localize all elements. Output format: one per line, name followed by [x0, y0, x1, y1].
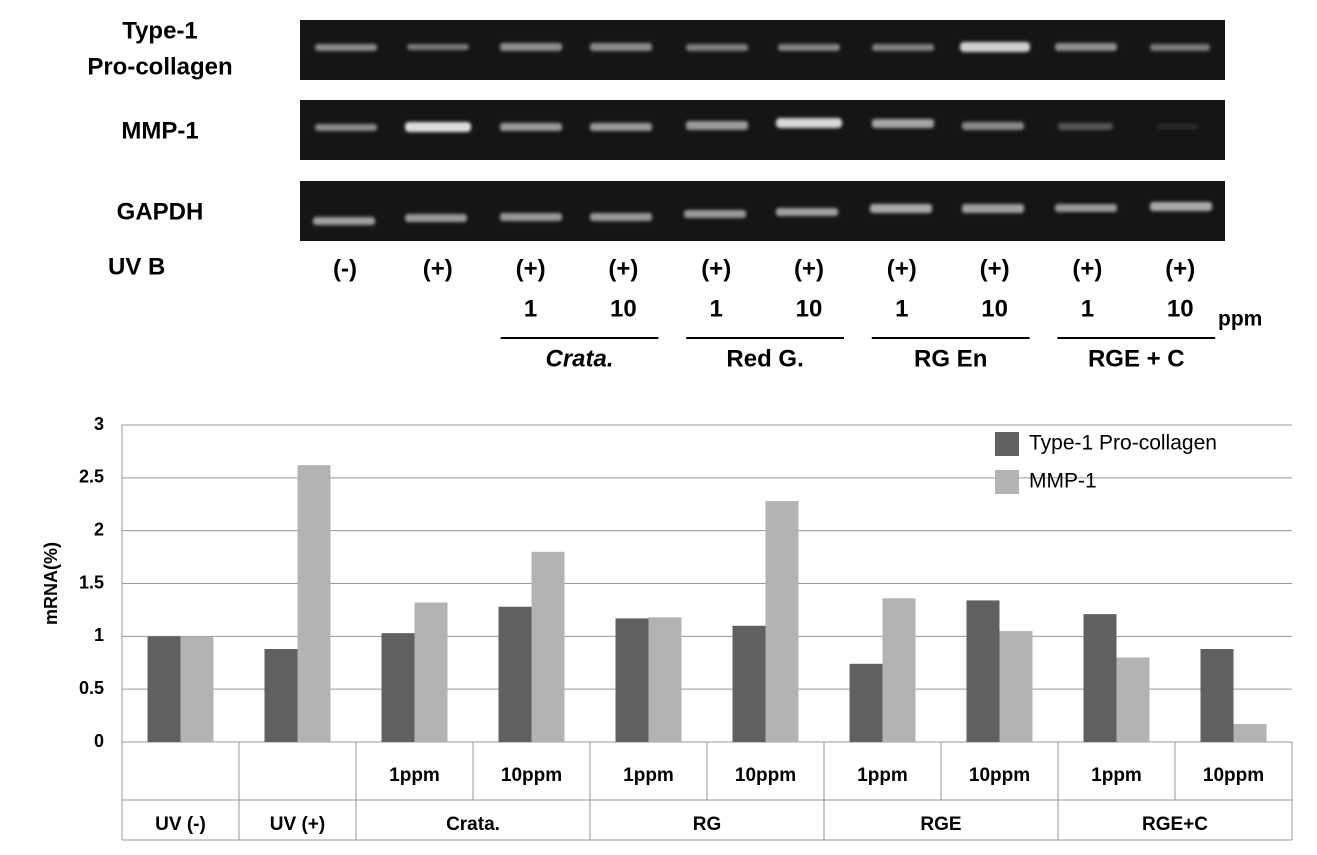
uv-label: (+)	[608, 255, 638, 282]
dose-label: 10	[796, 295, 823, 322]
y-tick-label: 1	[94, 625, 104, 645]
group-label: RGE+C	[1142, 814, 1208, 835]
bar	[1116, 657, 1150, 742]
x-tick-label: 10ppm	[969, 765, 1030, 786]
uv-label: UV B	[108, 253, 165, 280]
uv-label: (+)	[1165, 255, 1195, 282]
y-tick-label: 0.5	[79, 678, 104, 698]
y-tick-label: 0	[94, 731, 104, 751]
legend-label: Type-1 Pro-collagen	[1029, 432, 1217, 455]
bar	[180, 636, 214, 742]
uv-label: (+)	[701, 255, 731, 282]
uv-label: (-)	[333, 255, 357, 282]
group-label: UV (+)	[270, 814, 325, 835]
dose-label: 1	[1081, 295, 1094, 322]
bar	[966, 600, 1000, 742]
dose-unit: ppm	[1218, 308, 1262, 331]
bar	[1233, 724, 1267, 742]
group-label: UV (-)	[155, 814, 206, 835]
uv-label: (+)	[980, 255, 1010, 282]
group-label: Red G.	[726, 345, 803, 372]
gel-bands	[313, 42, 1212, 225]
bar	[882, 598, 916, 742]
gel-images	[300, 20, 1225, 241]
row-label: Pro-collagen	[87, 53, 232, 80]
row-label: GAPDH	[117, 198, 204, 225]
x-tick-label: 1ppm	[623, 765, 674, 786]
bar	[498, 606, 532, 742]
bar	[999, 631, 1033, 742]
x-tick-label: 1ppm	[857, 765, 908, 786]
uv-label: (+)	[794, 255, 824, 282]
group-label: RG En	[914, 345, 987, 372]
bar	[732, 625, 766, 742]
group-label: Crata.	[545, 345, 613, 372]
bar	[531, 551, 565, 742]
bar	[615, 618, 649, 742]
uv-label: (+)	[423, 255, 453, 282]
bar	[381, 633, 415, 742]
group-label: Crata.	[446, 814, 500, 835]
bar	[1200, 649, 1234, 742]
bar	[765, 501, 799, 742]
x-tick-label: 10ppm	[735, 765, 796, 786]
x-tick-label: 1ppm	[389, 765, 440, 786]
row-label: Type-1	[122, 17, 198, 44]
dose-label: 1	[524, 295, 537, 322]
y-axis-label: mRNA(%)	[41, 542, 61, 625]
uv-label: (+)	[1072, 255, 1102, 282]
uv-label: (+)	[887, 255, 917, 282]
uv-label: (+)	[516, 255, 546, 282]
dose-label: 10	[610, 295, 637, 322]
dose-label: 10	[981, 295, 1008, 322]
group-label: RGE	[920, 814, 961, 835]
bar	[147, 636, 181, 742]
legend-label: MMP-1	[1029, 470, 1097, 493]
x-tick-label: 10ppm	[1203, 765, 1264, 786]
row-label: MMP-1	[121, 117, 198, 144]
y-tick-label: 2	[94, 519, 104, 539]
bar	[648, 617, 682, 742]
dose-label: 10	[1167, 295, 1194, 322]
x-tick-label: 1ppm	[1091, 765, 1142, 786]
bar	[1083, 614, 1117, 742]
bar	[264, 649, 298, 742]
legend-swatch	[995, 470, 1019, 494]
bar	[414, 602, 448, 742]
dose-label: 1	[895, 295, 908, 322]
bar	[297, 465, 331, 742]
y-tick-label: 3	[94, 414, 104, 434]
legend-swatch	[995, 432, 1019, 456]
x-tick-label: 10ppm	[501, 765, 562, 786]
dose-label: 1	[710, 295, 723, 322]
group-label: RGE + C	[1088, 345, 1185, 372]
group-label: RG	[693, 814, 722, 835]
y-tick-label: 2.5	[79, 467, 104, 487]
bar	[849, 663, 883, 742]
y-tick-label: 1.5	[79, 572, 104, 592]
